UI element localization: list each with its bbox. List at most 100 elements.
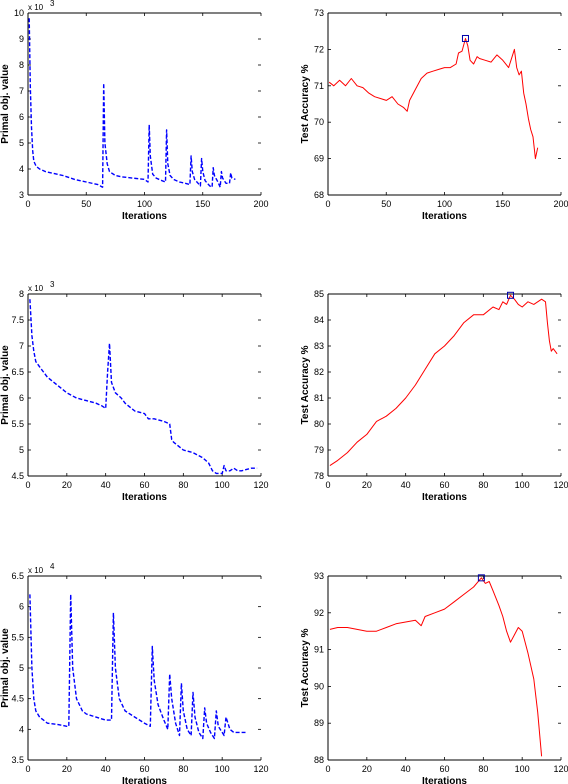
x-tick-label: 0 xyxy=(25,199,30,209)
y-tick-label: 72 xyxy=(314,44,324,54)
y-tick-label: 7 xyxy=(19,341,24,351)
y-tick-label: 5.5 xyxy=(11,632,24,642)
y-tick-label: 81 xyxy=(314,393,324,403)
x-tick-label: 100 xyxy=(515,480,530,490)
x-tick-label: 0 xyxy=(325,199,330,209)
y-tick-label: 6 xyxy=(19,602,24,612)
y-tick-label: 8 xyxy=(19,60,24,70)
x-tick-label: 100 xyxy=(215,764,230,774)
y-tick-label: 4 xyxy=(19,724,24,734)
x-tick-label: 20 xyxy=(362,764,372,774)
x-tick-label: 20 xyxy=(62,480,72,490)
y-tick-label: 71 xyxy=(314,81,324,91)
x-tick-label: 80 xyxy=(478,764,488,774)
y-tick-label: 88 xyxy=(314,755,324,765)
x-tick-label: 0 xyxy=(25,480,30,490)
y-tick-label: 83 xyxy=(314,341,324,351)
x-axis-label: Iterations xyxy=(422,211,467,222)
y-multiplier: x 10 xyxy=(28,284,44,293)
x-tick-label: 120 xyxy=(553,480,568,490)
y-tick-label: 9 xyxy=(19,34,24,44)
y-axis-label: Primal obj. value xyxy=(0,64,11,144)
x-tick-label: 120 xyxy=(253,480,268,490)
x-tick-label: 200 xyxy=(253,199,268,209)
y-tick-label: 91 xyxy=(314,645,324,655)
y-axis-label: Test Accuracy % xyxy=(300,64,311,143)
y-tick-label: 69 xyxy=(314,154,324,164)
best-point-marker xyxy=(507,291,515,299)
y-tick-label: 5 xyxy=(19,138,24,148)
x-tick-label: 150 xyxy=(195,199,210,209)
x-tick-label: 0 xyxy=(25,764,30,774)
x-tick-label: 40 xyxy=(101,764,111,774)
y-tick-label: 84 xyxy=(314,315,324,325)
y-tick-label: 3.5 xyxy=(11,755,24,765)
x-axis-label: Iterations xyxy=(422,776,467,784)
chart-panel-1: 0 50 100 150 200 3 4 5 6 7 8 9 10 Iterations Primal ob… xyxy=(0,0,269,222)
x-tick-label: 120 xyxy=(253,764,268,774)
y-axis-label: Test Accuracy % xyxy=(300,628,311,707)
y-tick-label: 73 xyxy=(314,8,324,18)
chart-panel-4: 0 20 40 60 80 100 120 78 79 80 81 82 83 84 85 Iteration… xyxy=(300,289,568,503)
y-tick-label: 93 xyxy=(314,571,324,581)
x-tick-label: 80 xyxy=(478,480,488,490)
x-tick-label: 60 xyxy=(139,480,149,490)
x-tick-label: 50 xyxy=(81,199,91,209)
x-tick-label: 40 xyxy=(101,480,111,490)
x-tick-label: 120 xyxy=(553,764,568,774)
y-tick-label: 78 xyxy=(314,471,324,481)
x-tick-label: 100 xyxy=(515,764,530,774)
x-tick-label: 60 xyxy=(139,764,149,774)
y-tick-label: 79 xyxy=(314,445,324,455)
y-multiplier-exponent: 3 xyxy=(50,280,55,289)
x-tick-label: 0 xyxy=(325,764,330,774)
y-multiplier-exponent: 4 xyxy=(50,562,55,571)
y-multiplier-exponent: 3 xyxy=(50,0,55,8)
best-point-marker xyxy=(461,34,469,42)
y-axis-label: Primal obj. value xyxy=(0,345,11,425)
chart-panel-2: 0 50 100 150 200 68 69 70 71 72 73 Iterations Test A… xyxy=(300,8,568,222)
y-tick-label: 92 xyxy=(314,608,324,618)
x-tick-label: 0 xyxy=(325,480,330,490)
x-tick-label: 80 xyxy=(178,764,188,774)
x-tick-label: 40 xyxy=(401,764,411,774)
x-tick-label: 100 xyxy=(137,199,152,209)
y-axis-label: Primal obj. value xyxy=(0,628,11,708)
series-line-1 xyxy=(28,18,236,188)
y-tick-label: 8 xyxy=(19,289,24,299)
x-tick-label: 20 xyxy=(362,480,372,490)
y-tick-label: 3 xyxy=(19,190,24,200)
y-tick-label: 5 xyxy=(19,445,24,455)
x-axis-label: Iterations xyxy=(122,492,167,503)
chart-panel-3: 0 20 40 60 80 100 120 4.5 5 5.5 6 6.5 7 7.5 8 Iteration… xyxy=(0,280,269,503)
x-tick-label: 60 xyxy=(439,764,449,774)
y-tick-label: 6 xyxy=(19,393,24,403)
y-tick-label: 70 xyxy=(314,117,324,127)
y-tick-label: 6.5 xyxy=(11,571,24,581)
y-tick-label: 6.5 xyxy=(11,367,24,377)
y-tick-label: 89 xyxy=(314,718,324,728)
x-tick-label: 80 xyxy=(178,480,188,490)
x-tick-label: 200 xyxy=(553,199,568,209)
chart-panel-5: 0 20 40 60 80 100 120 3.5 4 4.5 5 5.5 6 6.5 Iterations… xyxy=(0,562,269,784)
y-tick-label: 68 xyxy=(314,190,324,200)
y-tick-label: 80 xyxy=(314,419,324,429)
y-tick-label: 82 xyxy=(314,367,324,377)
y-tick-label: 5.5 xyxy=(11,419,24,429)
x-tick-label: 40 xyxy=(401,480,411,490)
y-multiplier: x 10 xyxy=(28,566,44,575)
y-tick-label: 4.5 xyxy=(11,471,24,481)
y-tick-label: 6 xyxy=(19,112,24,122)
y-tick-label: 4 xyxy=(19,164,24,174)
x-axis-label: Iterations xyxy=(122,776,167,784)
y-tick-label: 10 xyxy=(14,8,24,18)
x-tick-label: 20 xyxy=(62,764,72,774)
y-tick-label: 90 xyxy=(314,681,324,691)
y-tick-label: 7.5 xyxy=(11,315,24,325)
x-axis-label: Iterations xyxy=(422,492,467,503)
series-line-1 xyxy=(328,38,539,160)
series-line-1 xyxy=(29,593,246,740)
best-point-marker xyxy=(477,574,485,582)
series-line-1 xyxy=(329,294,558,467)
